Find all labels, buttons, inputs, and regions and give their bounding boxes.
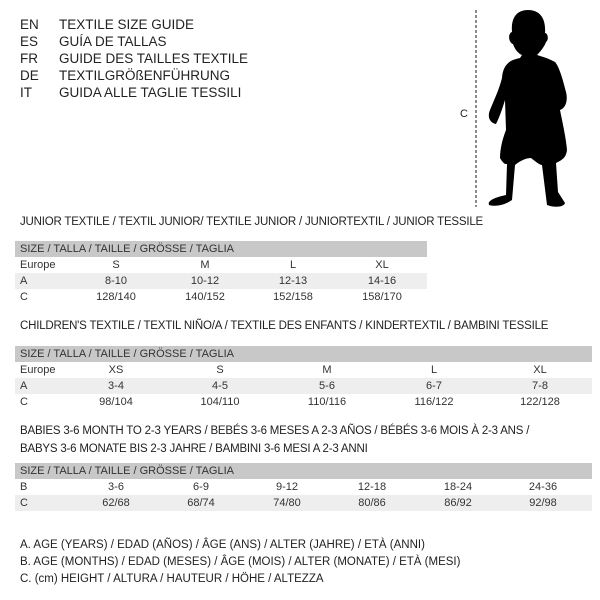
cell: 152/158 (273, 291, 313, 303)
cell: 9-12 (275, 481, 299, 493)
table-header: SIZE / TALLA / TAILLE / GRÖSSE / TAGLIA (15, 241, 427, 257)
cell: 110/116 (307, 396, 347, 408)
cell: S (216, 364, 224, 376)
table-row: C 128/140 140/152 152/158 158/170 (20, 291, 402, 303)
title-it: IT GUIDA ALLE TAGLIE TESSILI (20, 85, 242, 100)
title-en: EN TEXTILE SIZE GUIDE (20, 17, 195, 32)
cell: 80/86 (358, 497, 386, 509)
cell: 3-6 (108, 481, 124, 493)
cell: 10-12 (190, 275, 220, 287)
legend-a: A. AGE (YEARS) / EDAD (AÑOS) / ÂGE (ANS)… (20, 539, 425, 551)
title-fr: FR GUIDE DES TAILLES TEXTILE (20, 51, 249, 66)
cell: 24-36 (528, 481, 558, 493)
table-row: Europe XS S M L XL (20, 364, 547, 376)
cell: 14-16 (367, 275, 397, 287)
table-row: C 62/68 68/74 74/80 80/86 86/92 92/98 (15, 495, 592, 511)
cell: 104/110 (200, 396, 240, 408)
cell: 7-8 (532, 380, 548, 392)
cell: 116/122 (414, 396, 454, 408)
table-row: C 98/104 104/110 110/116 116/122 122/128 (20, 396, 560, 408)
cell: XL (533, 364, 547, 376)
children-table: SIZE / TALLA / TAILLE / GRÖSSE / TAGLIA … (15, 346, 592, 410)
cell: 140/152 (185, 291, 225, 303)
legend: A. AGE (YEARS) / EDAD (AÑOS) / ÂGE (ANS)… (20, 537, 460, 588)
cell: 8-10 (104, 275, 128, 287)
legend-b: B. AGE (MONTHS) / EDAD (MESES) / ÂGE (MO… (20, 556, 461, 568)
cell: XL (375, 259, 389, 271)
babies-heading: BABIES 3-6 MONTH TO 2-3 YEARS / BEBÉS 3-… (20, 425, 530, 437)
cell: 6-9 (193, 481, 209, 493)
title-block: EN TEXTILE SIZE GUIDE ES GUÍA DE TALLAS FR… (20, 16, 248, 101)
baby-silhouette-icon (475, 10, 567, 207)
cell: S (112, 259, 120, 271)
title-es: ES GUÍA DE TALLAS (20, 34, 167, 49)
cell: 74/80 (273, 497, 301, 509)
cell: M (200, 259, 210, 271)
table-row: A 8-10 10-12 12-13 14-16 (15, 273, 427, 289)
babies-table: SIZE / TALLA / TAILLE / GRÖSSE / TAGLIA … (15, 463, 592, 511)
table-row: A 3-4 4-5 5-6 6-7 7-8 (15, 378, 592, 394)
cell: 62/68 (102, 497, 130, 509)
table-row: Europe S M L XL (20, 259, 389, 271)
cell: 122/128 (520, 396, 560, 408)
cell: 12-13 (278, 275, 308, 287)
title-de: DE TEXTILGRÖßENFÜHRUNG (20, 68, 231, 83)
children-heading: CHILDREN'S TEXTILE / TEXTIL NIÑO/A / TEX… (20, 320, 549, 332)
cell: 158/170 (362, 291, 402, 303)
cell: 92/98 (529, 497, 557, 509)
cell: 128/140 (96, 291, 136, 303)
table-header: SIZE / TALLA / TAILLE / GRÖSSE / TAGLIA (15, 463, 592, 479)
cell: M (322, 364, 332, 376)
legend-c: C. (cm) HEIGHT / ALTURA / HAUTEUR / HÖHE… (20, 573, 324, 585)
cell: 98/104 (99, 396, 133, 408)
cell: 5-6 (319, 380, 335, 392)
table-row: B 3-6 6-9 9-12 12-18 18-24 24-36 (20, 481, 558, 493)
cell: 4-5 (212, 380, 228, 392)
junior-heading: JUNIOR TEXTILE / TEXTIL JUNIOR/ TEXTILE … (20, 216, 484, 228)
height-label: C (460, 108, 468, 120)
table-header: SIZE / TALLA / TAILLE / GRÖSSE / TAGLIA (15, 346, 592, 362)
cell: 6-7 (426, 380, 442, 392)
cell: 12-18 (357, 481, 387, 493)
cell: L (430, 364, 438, 376)
cell: 3-4 (108, 380, 124, 392)
cell: 86/92 (444, 497, 472, 509)
junior-table: SIZE / TALLA / TAILLE / GRÖSSE / TAGLIA … (15, 241, 427, 305)
babies-heading-2: BABYS 3-6 MONATE BIS 2-3 JAHRE / BAMBINI… (20, 443, 368, 455)
cell: XS (108, 364, 124, 376)
cell: 68/74 (187, 497, 215, 509)
cell: 18-24 (443, 481, 473, 493)
cell: L (289, 259, 297, 271)
